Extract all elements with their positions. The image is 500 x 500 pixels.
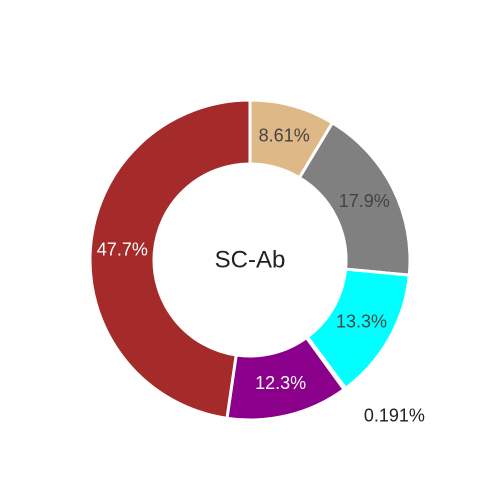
slice-label-0: 8.61%	[259, 125, 310, 145]
slice-label-1: 17.9%	[339, 191, 390, 211]
slice-label-2: 13.3%	[336, 312, 387, 332]
slice-5	[88, 98, 252, 421]
donut-slices	[88, 98, 412, 422]
slice-label-5: 47.7%	[97, 240, 148, 260]
center-label: SC-Ab	[215, 246, 286, 273]
slice-labels: 8.61% 17.9% 13.3% 0.191% 12.3% 47.7%	[97, 125, 425, 425]
slice-label-4: 12.3%	[255, 373, 306, 393]
slice-label-3: 0.191%	[364, 405, 425, 425]
